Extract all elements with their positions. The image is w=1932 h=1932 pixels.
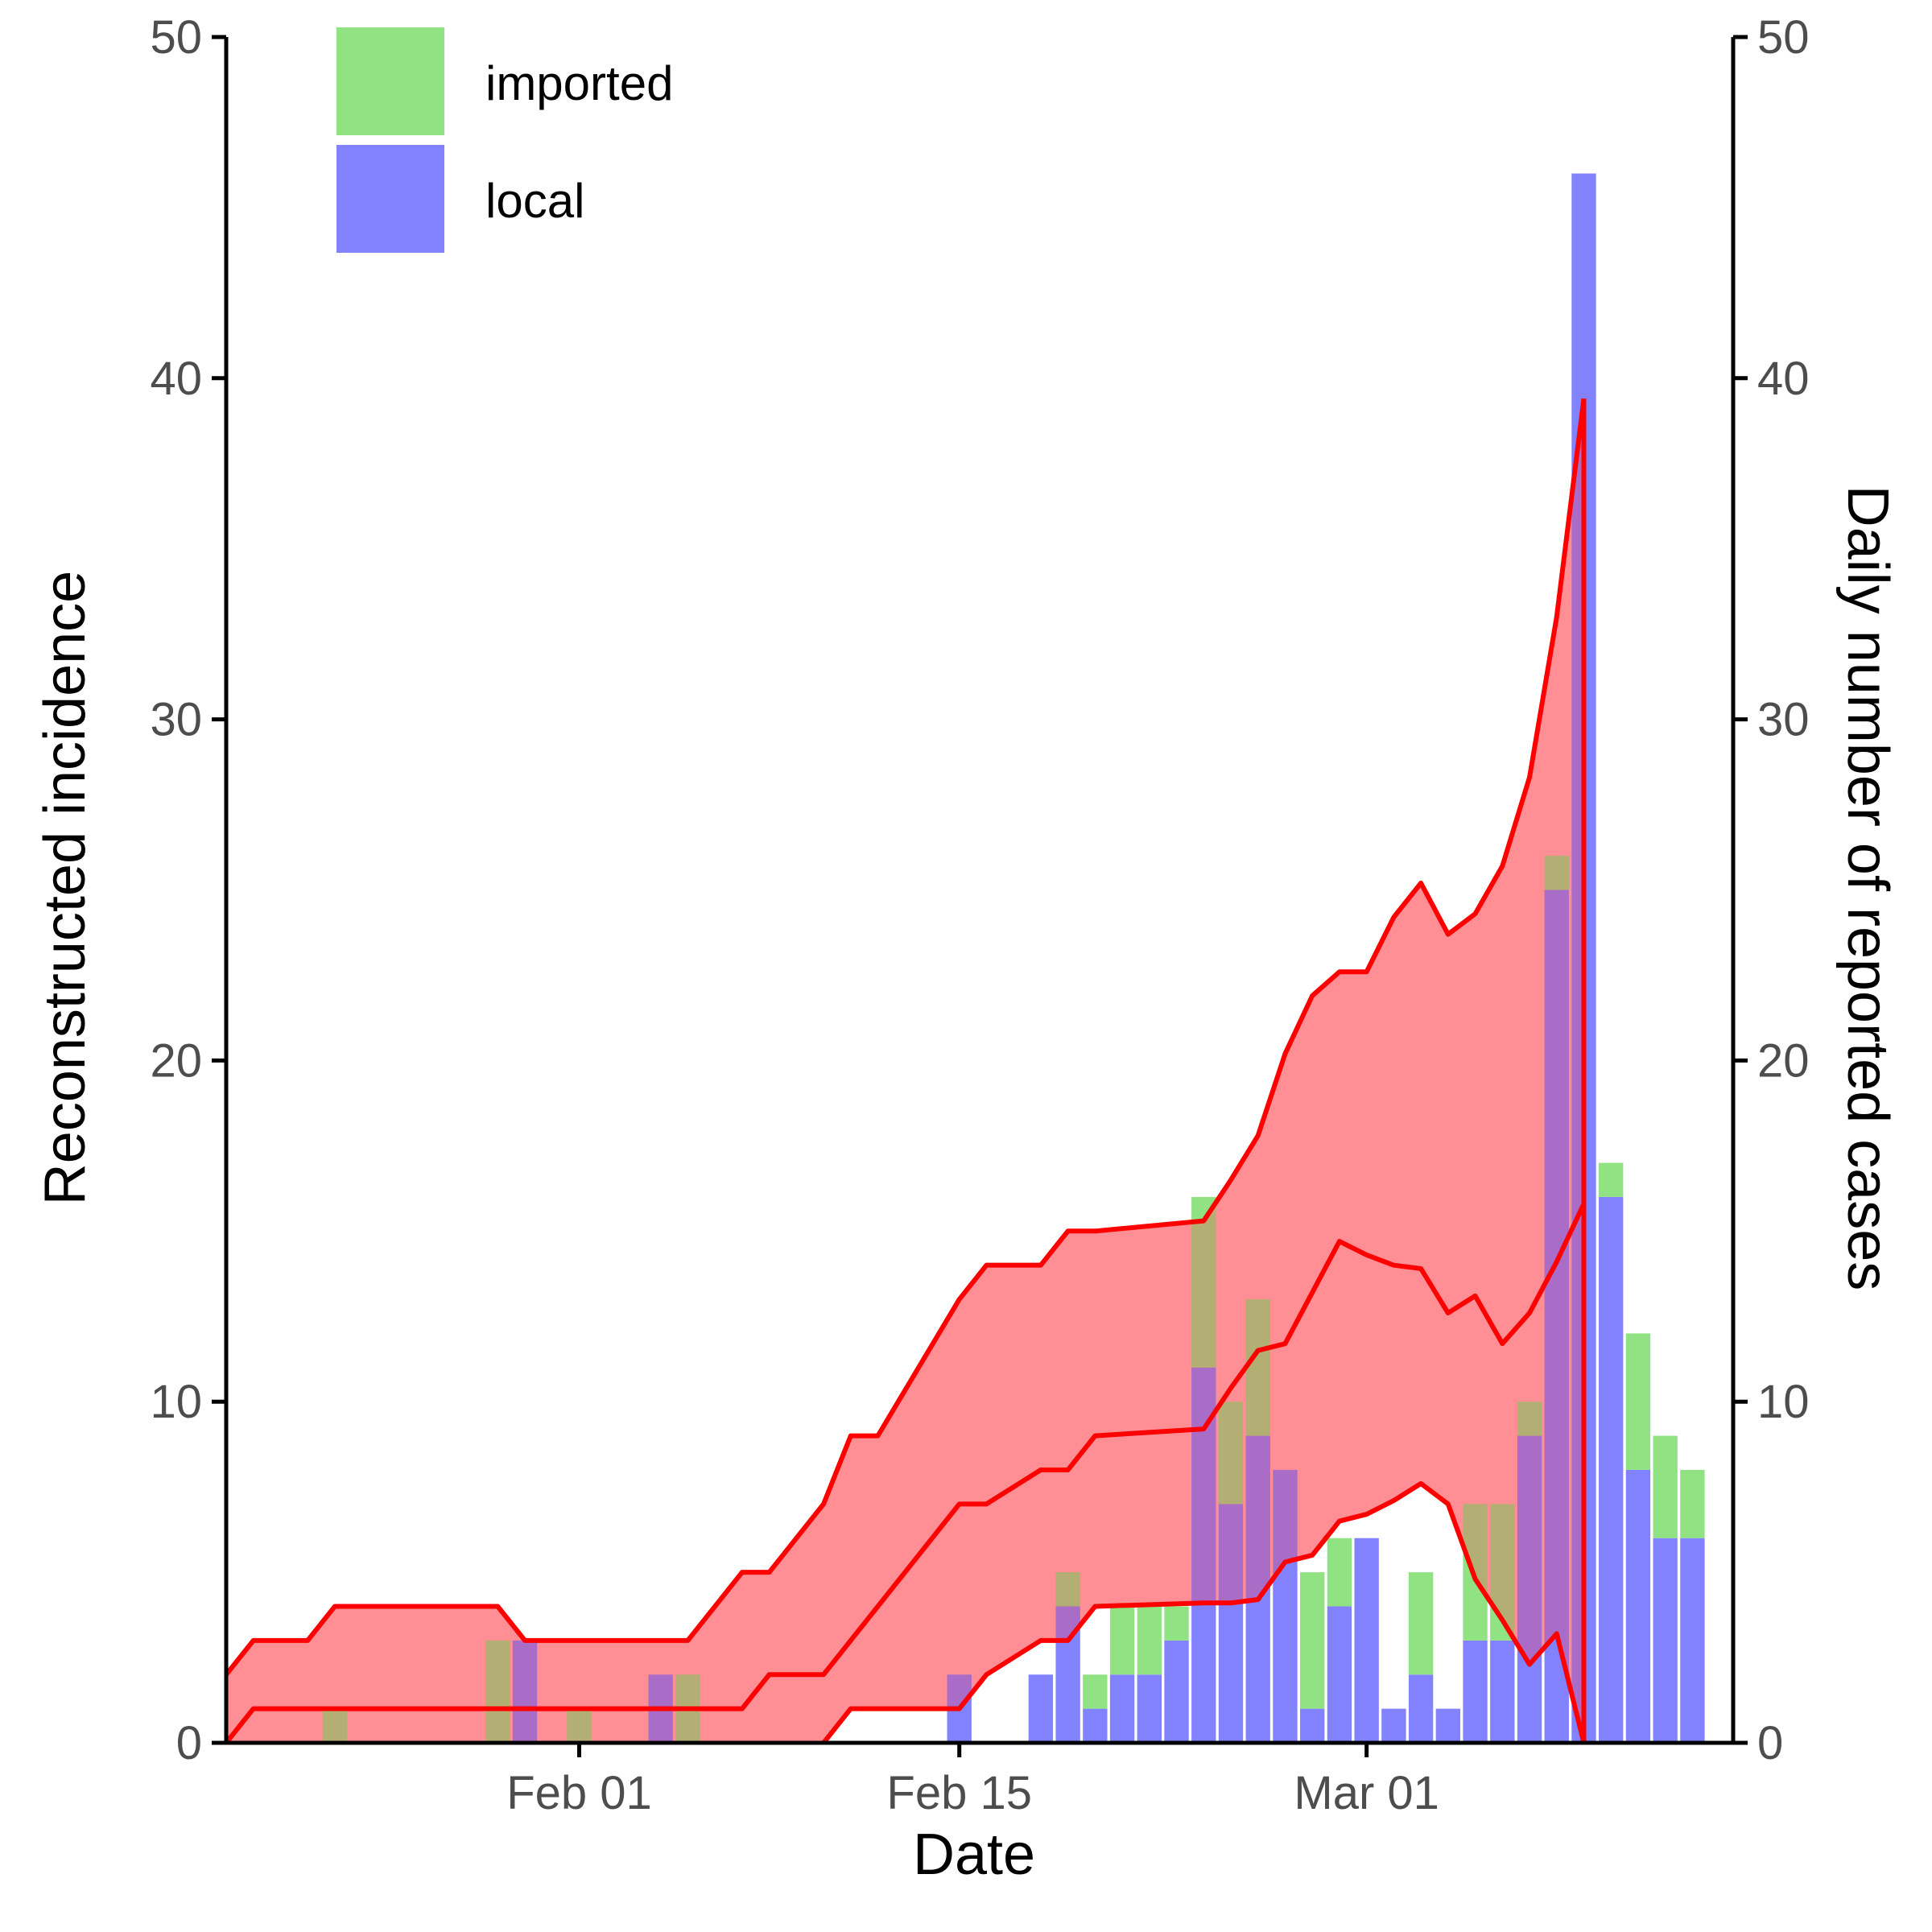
bar-imported [485, 1640, 510, 1743]
bar-imported [1083, 1674, 1108, 1709]
bar-imported [1137, 1606, 1162, 1675]
y-tick-label-right: 30 [1757, 694, 1810, 746]
bar-local [1625, 1469, 1651, 1743]
y-tick-label-right: 10 [1757, 1376, 1810, 1428]
bar-local [1327, 1606, 1352, 1743]
upper-bound-line [224, 398, 1587, 1677]
bar-local [1408, 1674, 1434, 1743]
x-axis-title: Date [913, 1823, 1035, 1887]
bar-imported [1625, 1333, 1651, 1470]
bar-local [1599, 1196, 1624, 1743]
bar-local [1680, 1538, 1705, 1743]
y-axis-title-right: Daily number of reported cases [1835, 485, 1900, 1290]
bar-imported [1680, 1469, 1705, 1538]
bar-local [1164, 1640, 1189, 1743]
bar-imported [1245, 1299, 1270, 1436]
y-tick-label-right: 0 [1757, 1717, 1783, 1769]
y-tick-label-left: 30 [150, 694, 202, 746]
axis-layer: 0 0 10 10 20 20 30 30 40 40 50 50 Feb 01 Feb 15 Mar 01 [150, 11, 1809, 1819]
x-tick-label: Feb 01 [506, 1767, 652, 1819]
bar-imported [1653, 1435, 1678, 1538]
bar-imported [1408, 1572, 1434, 1675]
x-tick-label: Mar 01 [1294, 1767, 1439, 1819]
y-tick-label-left: 50 [150, 11, 202, 64]
bar-local [1354, 1538, 1379, 1743]
bar-imported [1109, 1606, 1135, 1675]
incidence-band-overlay [226, 398, 1584, 1743]
bar-local [1490, 1640, 1515, 1743]
bar-local [1653, 1538, 1678, 1743]
bar-local [1137, 1674, 1162, 1743]
bar-imported [322, 1708, 348, 1743]
legend-swatch-imported [336, 27, 444, 135]
incidence-band-layer [226, 398, 1584, 1743]
bar-local [1028, 1674, 1054, 1743]
bar-imported [1191, 1196, 1216, 1368]
y-tick-label-right: 20 [1757, 1034, 1810, 1087]
y-tick-label-right: 50 [1757, 11, 1810, 64]
bar-local [1544, 890, 1569, 1743]
bar-local [1273, 1469, 1298, 1743]
bar-imported [1544, 856, 1569, 890]
bar-local [1109, 1674, 1135, 1743]
bar-local [1083, 1708, 1108, 1743]
bar-local [1300, 1708, 1325, 1743]
legend-label-local: local [485, 174, 584, 228]
y-tick-label-left: 10 [150, 1376, 202, 1428]
bar-imported [1055, 1572, 1080, 1607]
bar-local [1218, 1504, 1244, 1743]
y-axis-title-left: Reconstructed incidence [33, 571, 97, 1205]
legend: imported local [336, 27, 673, 253]
bar-imported [1300, 1572, 1325, 1709]
bar-imported [1164, 1606, 1189, 1641]
legend-swatch-local [336, 145, 444, 253]
bar-imported [1327, 1538, 1352, 1607]
y-tick-label-left: 40 [150, 353, 202, 405]
y-tick-label-right: 40 [1757, 353, 1810, 405]
bar-layer [226, 173, 1705, 1743]
legend-label-imported: imported [485, 56, 673, 110]
y-tick-label-left: 20 [150, 1034, 202, 1087]
bar-local [1381, 1708, 1406, 1743]
bar-local [1435, 1708, 1461, 1743]
lower-bound-line [821, 1480, 1587, 1744]
line-layer [224, 398, 1587, 1744]
bar-imported [1517, 1402, 1542, 1436]
bar-local [1517, 1435, 1542, 1743]
median-line [224, 1203, 1587, 1744]
bar-local [1463, 1640, 1488, 1743]
bar-imported [1218, 1402, 1244, 1505]
bar-imported [567, 1708, 592, 1743]
y-tick-label-left: 0 [176, 1717, 202, 1769]
bar-local [512, 1640, 538, 1743]
x-tick-label: Feb 15 [886, 1767, 1032, 1819]
bar-imported [1599, 1162, 1624, 1197]
incidence-band-fill [226, 398, 1584, 1743]
